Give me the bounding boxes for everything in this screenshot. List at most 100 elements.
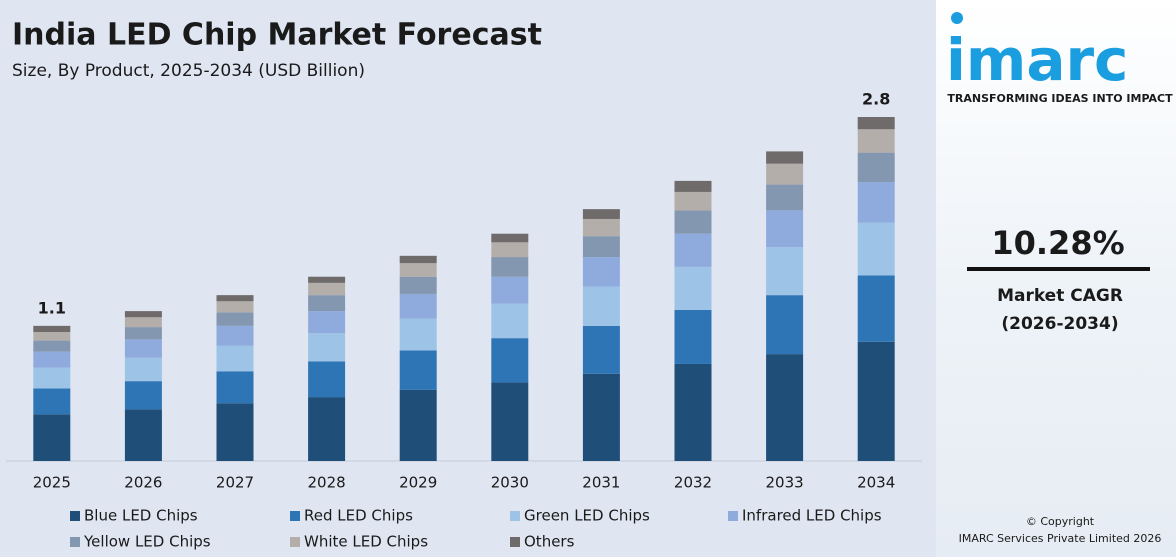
x-tick-label: 2030 bbox=[491, 474, 529, 492]
bar-segment bbox=[857, 341, 895, 461]
chart-title: India LED Chip Market Forecast bbox=[12, 18, 542, 53]
bar-segment bbox=[491, 242, 529, 258]
bar-segment bbox=[582, 209, 620, 219]
legend-swatch bbox=[510, 537, 520, 547]
bar-segment bbox=[857, 275, 895, 342]
bar-segment bbox=[216, 312, 254, 326]
bar-segment bbox=[308, 311, 346, 334]
bar-segment bbox=[33, 367, 71, 389]
bar-segment bbox=[399, 350, 437, 390]
bar-segment bbox=[308, 361, 346, 398]
bar-segment bbox=[216, 345, 254, 372]
bar-segment bbox=[674, 210, 712, 234]
bar-segment bbox=[674, 266, 712, 310]
bar-segment bbox=[766, 163, 804, 185]
bar-segment bbox=[216, 403, 254, 461]
bar-segment bbox=[766, 295, 804, 355]
bar-segment bbox=[674, 191, 712, 211]
bar-segment bbox=[308, 282, 346, 296]
bar-segment bbox=[33, 340, 71, 352]
bar-segment bbox=[491, 382, 529, 461]
bar-segment bbox=[33, 414, 71, 461]
sidebar-background bbox=[936, 0, 1176, 557]
legend-swatch bbox=[70, 511, 80, 521]
bar-segment bbox=[399, 389, 437, 461]
legend-swatch bbox=[70, 537, 80, 547]
x-tick-label: 2033 bbox=[766, 474, 804, 492]
bar-segment bbox=[308, 333, 346, 362]
bar-segment bbox=[674, 180, 712, 192]
bar-segment bbox=[399, 318, 437, 351]
bar-segment bbox=[582, 257, 620, 287]
bar-segment bbox=[124, 311, 162, 318]
x-tick-label: 2029 bbox=[399, 474, 437, 492]
legend-label: Blue LED Chips bbox=[84, 507, 198, 525]
logo: imarc bbox=[946, 26, 1128, 94]
bar-segment bbox=[491, 257, 529, 277]
bar-segment bbox=[857, 222, 895, 276]
x-tick-label: 2027 bbox=[216, 474, 254, 492]
x-tick-label: 2032 bbox=[674, 474, 712, 492]
bar-segment bbox=[33, 332, 71, 341]
bar-segment bbox=[308, 295, 346, 312]
company: IMARC Services Private Limited 2026 bbox=[959, 532, 1162, 545]
bar-segment bbox=[766, 210, 804, 248]
bar-segment bbox=[216, 371, 254, 404]
bar-segment bbox=[582, 373, 620, 461]
bar-segment bbox=[857, 129, 895, 153]
x-tick-label: 2031 bbox=[582, 474, 620, 492]
bar-segment bbox=[124, 327, 162, 340]
bar-segment bbox=[766, 247, 804, 296]
bar-segment bbox=[399, 293, 437, 319]
bar-segment bbox=[216, 301, 254, 313]
bar-segment bbox=[33, 388, 71, 415]
bar-segment bbox=[857, 117, 895, 130]
bar-segment bbox=[674, 233, 712, 267]
bar-segment bbox=[33, 351, 71, 368]
bar-segment bbox=[674, 363, 712, 461]
legend-swatch bbox=[728, 511, 738, 521]
bar-segment bbox=[308, 397, 346, 461]
bar-segment bbox=[491, 233, 529, 243]
bar-segment bbox=[216, 295, 254, 302]
bar-segment bbox=[857, 182, 895, 223]
legend-label: Red LED Chips bbox=[304, 507, 413, 525]
bar-segment bbox=[674, 309, 712, 364]
tagline: TRANSFORMING IDEAS INTO IMPACT bbox=[947, 92, 1173, 105]
bar-segment bbox=[582, 325, 620, 374]
legend-label: White LED Chips bbox=[304, 533, 428, 551]
bar-segment bbox=[582, 236, 620, 258]
logo-dot bbox=[951, 12, 963, 24]
bar-segment bbox=[124, 339, 162, 358]
x-tick-label: 2028 bbox=[308, 474, 346, 492]
cagr-value: 10.28% bbox=[991, 224, 1124, 262]
bar-segment bbox=[582, 286, 620, 326]
x-tick-label: 2026 bbox=[124, 474, 162, 492]
bar-segment bbox=[491, 276, 529, 304]
bar-segment bbox=[491, 303, 529, 339]
legend-swatch bbox=[290, 511, 300, 521]
x-tick-label: 2034 bbox=[857, 474, 895, 492]
bar-segment bbox=[399, 255, 437, 264]
bar-segment bbox=[308, 276, 346, 283]
legend-label: Infrared LED Chips bbox=[742, 507, 882, 525]
chart-subtitle: Size, By Product, 2025-2034 (USD Billion… bbox=[12, 61, 365, 81]
bar-segment bbox=[582, 218, 620, 237]
cagr-rule bbox=[967, 267, 1150, 271]
legend-label: Others bbox=[524, 533, 575, 551]
bar-segment bbox=[399, 276, 437, 294]
bar-segment bbox=[33, 325, 71, 332]
bar-segment bbox=[857, 152, 895, 183]
bar-segment bbox=[766, 184, 804, 211]
total-label: 2.8 bbox=[862, 90, 890, 109]
bar-segment bbox=[766, 354, 804, 461]
legend-swatch bbox=[510, 511, 520, 521]
bar-segment bbox=[124, 357, 162, 382]
bar-segment bbox=[124, 409, 162, 461]
copyright: © Copyright bbox=[1026, 515, 1095, 528]
bar-segment bbox=[216, 325, 254, 346]
cagr-label: Market CAGR bbox=[997, 286, 1123, 306]
cagr-period: (2026-2034) bbox=[1001, 314, 1118, 334]
bar-segment bbox=[399, 263, 437, 277]
